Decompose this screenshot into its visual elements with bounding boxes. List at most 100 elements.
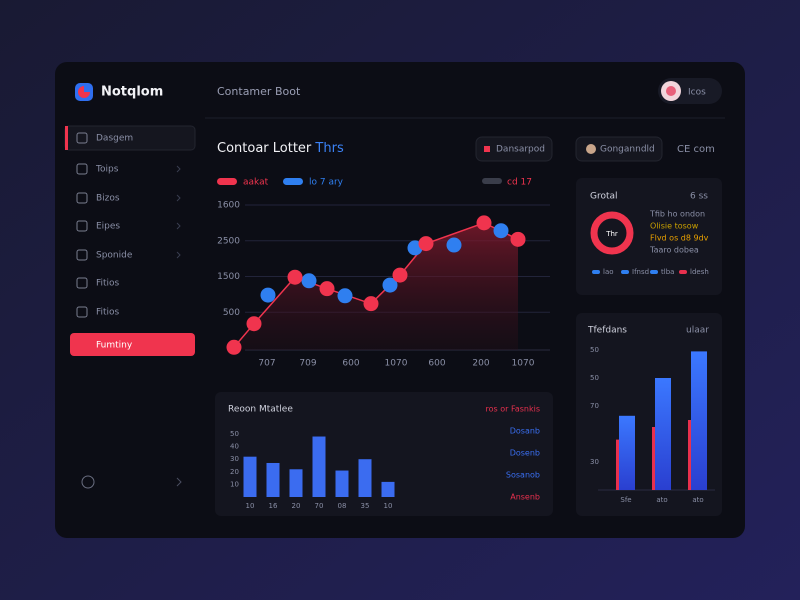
page-title: Contamer Boot [217, 85, 301, 98]
bar [243, 456, 257, 497]
point [287, 269, 303, 285]
y-tick-label: 40 [230, 443, 239, 451]
chart-title-accent: Thrs [314, 141, 344, 156]
sidebar-button-label: Fumtiny [96, 341, 133, 351]
x-tick-label: 707 [258, 359, 275, 369]
legend-swatch [283, 178, 303, 185]
x-tick-label: 600 [342, 359, 359, 369]
legend-label: tlba [661, 268, 674, 276]
settings-icon[interactable] [81, 475, 95, 489]
chart-title: Contoar Lotter Thrs [217, 141, 344, 156]
nav-label[interactable]: Dasgem [96, 134, 133, 144]
nav-label[interactable]: Fitios [96, 279, 120, 289]
x-tick-label: ato [692, 496, 703, 504]
logo-mark [78, 86, 90, 98]
point [510, 231, 526, 247]
y-tick-label: 1500 [217, 272, 240, 282]
button-label[interactable]: CE com [677, 144, 715, 155]
x-tick-label: Sfe [620, 496, 631, 504]
y-tick-label: 2500 [217, 236, 240, 246]
bar [335, 470, 349, 497]
nav-chevron [176, 165, 181, 173]
y-tick-label: 10 [230, 480, 239, 488]
nav-label[interactable]: Sponide [96, 251, 133, 261]
x-tick-label: 70 [315, 502, 324, 510]
bar [289, 469, 303, 497]
donut-line: Olisie tosow [650, 222, 699, 231]
nav-icon [76, 249, 88, 261]
x-tick-label: 200 [472, 359, 489, 369]
point [226, 339, 242, 355]
legend-label: ldesh [690, 268, 709, 276]
point [493, 223, 509, 239]
y-tick-label: 50 [230, 430, 239, 438]
nav-icon [76, 277, 88, 289]
filter-label: cd 17 [507, 178, 532, 188]
bar [688, 420, 691, 490]
point [382, 277, 398, 293]
nav-label[interactable]: Bizos [96, 194, 120, 204]
filter-swatch [482, 178, 502, 184]
bar [652, 427, 655, 490]
legend-label: Dosenb [510, 449, 540, 458]
legend-label: Ansenb [510, 493, 540, 502]
x-tick-label: 600 [428, 359, 445, 369]
x-tick-label: 35 [361, 502, 370, 510]
bar [655, 378, 671, 490]
point [246, 316, 262, 332]
point [476, 215, 492, 231]
button[interactable] [475, 136, 553, 162]
area [234, 222, 518, 350]
legend-label: ros or Fasnkis [486, 405, 540, 414]
nav-label[interactable]: Eipes [96, 222, 120, 232]
panel-title: Tfefdans [587, 326, 627, 336]
user-name: Icos [688, 88, 706, 98]
legend-label: lo 7 ary [309, 178, 344, 188]
nav-label[interactable]: Fitios [96, 308, 120, 318]
y-tick-label: 30 [230, 455, 239, 463]
bar [616, 439, 619, 490]
nav-icon [76, 306, 88, 318]
x-tick-label: 08 [338, 502, 347, 510]
point [363, 296, 379, 312]
active-indicator [65, 126, 68, 150]
point [301, 273, 317, 289]
nav-icon [76, 192, 88, 204]
y-tick-label: 20 [230, 468, 239, 476]
button-label: Gonganndld [600, 145, 655, 155]
panel-subtitle: 6 ss [690, 192, 708, 202]
bar [312, 436, 326, 497]
panel-title: Grotal [590, 192, 618, 202]
donut-ring [590, 211, 634, 255]
legend-swatch [679, 270, 687, 274]
point [446, 237, 462, 253]
y-tick-label: 50 [590, 374, 599, 382]
brand: Notqlom [101, 85, 163, 100]
collapse-icon[interactable] [176, 477, 182, 487]
button-icon [484, 146, 490, 152]
button[interactable] [575, 136, 663, 162]
button-icon [586, 144, 596, 154]
avatar-face [666, 86, 676, 96]
sidebar-button[interactable] [70, 333, 195, 356]
x-tick-label: 10 [246, 502, 255, 510]
point [260, 287, 276, 303]
donut-line: Taaro dobea [649, 246, 699, 255]
bar [266, 462, 280, 497]
x-tick-label: 10 [384, 502, 393, 510]
nav-label[interactable]: Toips [95, 165, 119, 175]
y-tick-label: 70 [590, 402, 599, 410]
bar [691, 351, 707, 490]
point [319, 281, 335, 297]
legend-label: Sosanob [506, 471, 540, 480]
button-label: Dansarpod [496, 145, 545, 155]
bar [381, 481, 395, 497]
x-tick-label: 1070 [385, 359, 408, 369]
legend-label: lao [603, 268, 614, 276]
y-tick-label: 1600 [217, 201, 240, 211]
x-tick-label: 16 [269, 502, 278, 510]
panel [576, 313, 722, 516]
legend-swatch [217, 178, 237, 185]
